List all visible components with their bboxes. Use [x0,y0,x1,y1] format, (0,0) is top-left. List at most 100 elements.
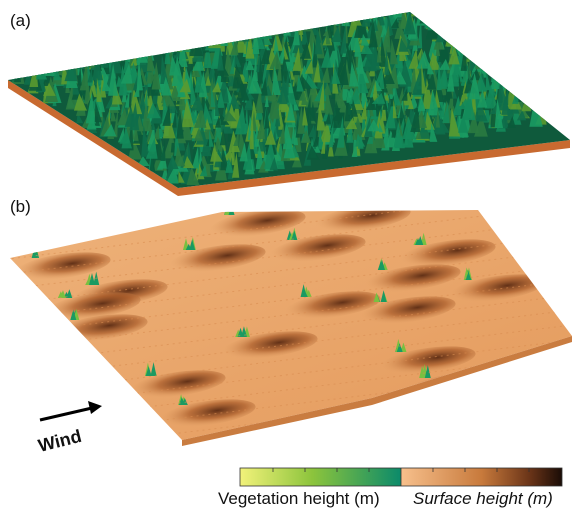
leaf [344,0,348,24]
leaf [455,19,466,46]
plant [229,205,235,215]
leaf [23,65,29,77]
leaf [174,35,183,54]
leaf [501,71,508,82]
leaf [475,52,488,63]
leaf [232,21,237,43]
leaf [169,22,182,52]
leaf [475,39,480,69]
leaf [190,25,204,56]
leaf [238,15,250,44]
leaf [545,84,556,104]
leaf [530,62,536,91]
leaf [283,18,291,36]
leaf [42,54,50,77]
leaf [267,22,278,36]
leaf [538,91,552,105]
leaf [561,95,568,121]
leaf [455,36,464,50]
leaf [165,30,178,55]
leaf [319,0,323,27]
colorbar-right-label: Surface height (m) [413,489,553,508]
leaf [36,55,40,78]
leaf [352,10,361,25]
leaf [136,39,148,63]
wind-label: Wind [36,426,83,456]
leaf [85,55,90,68]
wind-arrow [40,401,102,420]
leaf [436,14,449,37]
leaf [331,0,340,26]
leaf [229,22,242,42]
leaf [65,51,78,81]
plant [334,196,340,210]
leaf [426,1,437,29]
leaf [368,0,373,19]
leaf [490,61,503,89]
colorbar-left-label: Vegetation height (m) [218,489,380,508]
leaf [99,36,109,68]
leaf [543,88,555,119]
arrow-shaft [40,408,92,420]
leaf [556,92,568,113]
leaf [29,60,38,87]
arrow-head [88,401,102,414]
leaf [428,0,437,30]
leaf [36,61,47,80]
leaf [543,99,548,119]
leaf [40,58,46,75]
plant [337,199,343,210]
panel-label: (b) [10,197,31,216]
leaf [458,41,470,51]
leaf [524,80,538,98]
leaf [417,1,424,20]
leaf [548,85,553,116]
leaf [496,58,505,71]
leaf [378,6,388,17]
leaf [219,30,228,46]
leaf [439,8,449,35]
leaf [522,90,531,112]
leaf [357,0,361,21]
leaf [344,7,350,27]
leaf [513,60,519,80]
leaf [523,78,531,90]
plant [333,198,339,210]
colorbar-vegetation [240,468,401,486]
leaf [280,5,289,33]
leaf [237,11,250,41]
leaf [518,77,529,102]
leaf [362,0,371,27]
leaf [183,19,190,50]
leaf [260,20,272,39]
leaf [472,47,485,63]
leaf [522,81,531,96]
leaf [117,34,128,62]
leaf [299,5,312,31]
leaf [226,25,231,43]
leaf [430,11,438,38]
leaf [491,53,501,68]
leaf [157,31,161,55]
leaf [299,22,303,35]
leaf [538,70,545,95]
figure: (a) (b) Wind Vegetation height (m) Surfa… [0,0,572,513]
leaf [527,85,541,111]
leaf [512,84,518,104]
panel-label: (a) [10,11,31,30]
leaf [126,36,131,62]
leaf [566,104,572,115]
plant [334,201,340,210]
leaf [177,30,189,50]
leaf [535,95,541,109]
leaf [496,53,502,70]
leaf [241,12,254,40]
leaf [110,44,122,73]
leaf [16,50,22,78]
colorbar-surface [401,468,562,486]
leaf [420,6,429,24]
leaf [184,21,191,52]
leaf [482,42,489,73]
leaf [208,17,221,48]
leaf [438,22,447,34]
